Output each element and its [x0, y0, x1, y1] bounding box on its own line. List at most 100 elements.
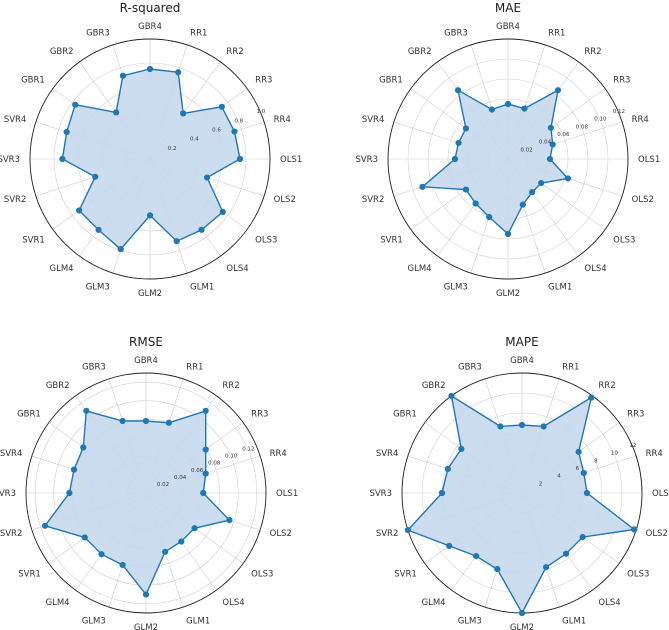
data-point — [41, 522, 49, 529]
data-point — [451, 155, 459, 163]
data-point — [231, 128, 238, 135]
category-label: GLM2 — [510, 623, 534, 630]
radial-tick-label: 0.6 — [212, 127, 221, 133]
category-label: GLM2 — [496, 289, 520, 299]
data-point — [518, 421, 526, 429]
data-point — [162, 548, 169, 555]
radar-panel-r-squared: R-squared 0.2 0.4 0.6 0.8 1.0 OLS1 OLS2 OLS3 OLS… — [0, 1, 302, 299]
data-point — [92, 173, 99, 180]
series-area — [420, 88, 570, 236]
chart-title: MAPE — [505, 335, 538, 349]
category-label: GBR1 — [393, 410, 417, 420]
data-point — [494, 565, 501, 573]
category-label: SVR4 — [376, 449, 399, 459]
data-point — [562, 550, 570, 557]
data-point — [142, 417, 150, 425]
data-point — [202, 470, 209, 477]
category-label: OLS4 — [222, 598, 244, 608]
data-point — [546, 155, 554, 163]
category-label: RR3 — [613, 76, 630, 86]
data-point — [146, 212, 154, 219]
category-label: GLM3 — [458, 617, 482, 627]
data-point — [218, 103, 225, 110]
category-label: GBR3 — [82, 362, 106, 372]
data-point — [444, 465, 451, 472]
data-point — [200, 489, 207, 497]
category-label: SVR3 — [355, 155, 378, 165]
data-point — [580, 469, 587, 477]
data-point — [588, 394, 595, 401]
category-label: GLM1 — [548, 283, 572, 293]
data-point — [419, 183, 426, 190]
grid-ring — [407, 58, 609, 260]
chart-title: R-squared — [120, 1, 181, 15]
radial-tick-label: 0.06 — [557, 132, 570, 138]
data-point — [63, 128, 70, 136]
data-point — [446, 542, 453, 550]
data-point — [198, 226, 205, 233]
data-point — [142, 591, 150, 598]
radial-tick-label: 0.4 — [190, 137, 199, 143]
data-point — [113, 109, 120, 116]
radial-tick-label: 4 — [557, 474, 561, 480]
data-point — [518, 609, 526, 617]
category-label: GLM4 — [50, 264, 74, 274]
data-point — [448, 392, 455, 400]
data-point — [236, 155, 244, 163]
category-label: OLS2 — [274, 195, 296, 205]
category-label: RR4 — [646, 449, 663, 459]
data-point — [203, 174, 211, 181]
category-label: RR1 — [562, 362, 579, 372]
category-label: GLM2 — [138, 289, 162, 299]
radial-tick-label: 0.08 — [576, 124, 589, 130]
category-label: GBR1 — [21, 76, 45, 86]
category-label: GLM4 — [46, 598, 70, 608]
category-label: RR1 — [548, 28, 565, 38]
radar-panel-mae: MAE 0.02 0.04 0.06 0.08 0.10 0.12 OLS1 OLS2 OLS3… — [355, 1, 660, 299]
category-label: GBR3 — [444, 28, 468, 38]
series-area — [43, 409, 231, 596]
category-label: GLM4 — [422, 598, 446, 608]
category-label: RR4 — [632, 115, 649, 125]
radial-tick-label: 10 — [611, 451, 618, 457]
category-label: GLM4 — [408, 264, 432, 274]
chart-title: MAE — [495, 1, 521, 15]
data-point — [119, 561, 126, 569]
category-label: GBR4 — [138, 22, 162, 32]
data-point — [521, 105, 528, 112]
category-label: SVR2 — [4, 195, 27, 205]
radar-panel-mape: MAPE 2 4 6 8 10 12 OLS1 OLS2 OLS3 OLS4 GLM1 GLM2 GLM… — [369, 335, 669, 630]
category-label: OLS1 — [280, 155, 302, 165]
category-label: SVR1 — [394, 569, 417, 579]
category-label: RR2 — [226, 47, 243, 57]
data-point — [564, 175, 572, 182]
data-point — [98, 551, 105, 558]
data-point — [543, 564, 550, 571]
category-label: GLM1 — [186, 617, 210, 627]
category-label: SVR3 — [0, 489, 16, 499]
category-label: RR1 — [190, 28, 207, 38]
data-point — [575, 448, 582, 455]
category-label: SVR2 — [0, 529, 22, 539]
radial-tick-label: 0.10 — [225, 454, 238, 460]
data-point — [540, 423, 547, 430]
radial-tick-label: 0.12 — [242, 447, 254, 453]
data-point — [76, 207, 83, 214]
category-label: RR1 — [186, 362, 203, 372]
data-point — [178, 538, 185, 545]
data-point — [504, 100, 512, 108]
category-label: GBR4 — [134, 356, 158, 366]
data-point — [81, 534, 88, 541]
radial-tick-label: 6 — [576, 466, 580, 472]
data-point — [95, 226, 102, 233]
category-label: GBR2 — [422, 381, 446, 391]
category-label: GBR1 — [17, 410, 41, 420]
category-label: SVR4 — [4, 115, 27, 125]
data-point — [404, 526, 411, 534]
category-label: GBR3 — [458, 362, 482, 372]
data-point — [554, 87, 562, 94]
data-point — [219, 208, 226, 216]
category-label: RR4 — [270, 449, 287, 459]
category-label: OLS3 — [255, 235, 277, 245]
